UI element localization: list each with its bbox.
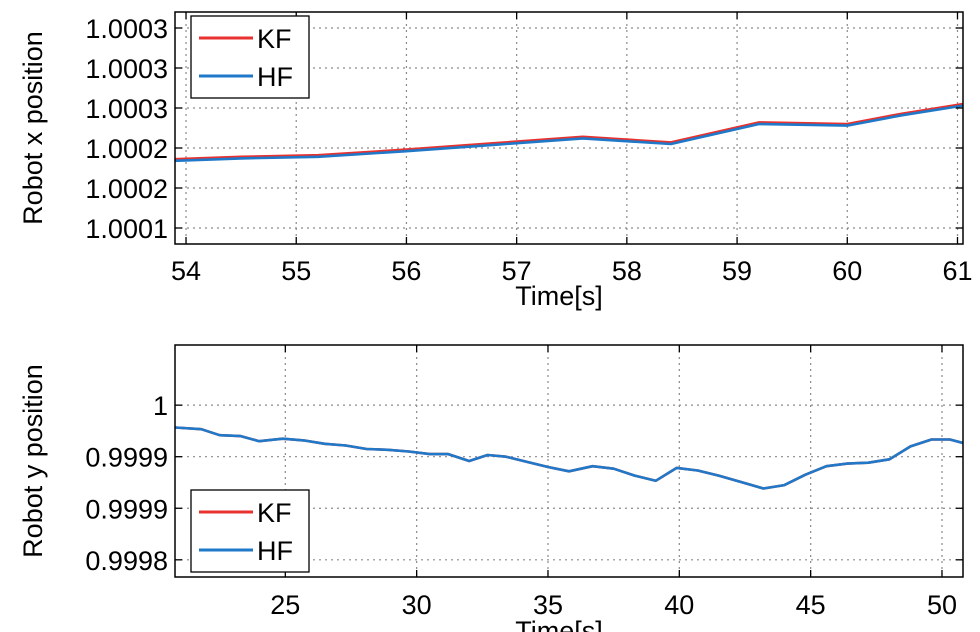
y-axis-label: Robot x position <box>18 31 48 225</box>
x-tick-label: 50 <box>927 590 957 620</box>
y-tick-label: 0.9998 <box>85 546 168 576</box>
y-tick-label: 1.0002 <box>85 134 168 164</box>
x-axis-label: Time[s] <box>515 281 603 311</box>
x-tick-label: 57 <box>502 256 532 286</box>
plot-frame <box>174 11 964 245</box>
y-tick-label: 1.0003 <box>85 94 168 124</box>
y-tick-label: 1 <box>153 391 168 421</box>
plot-frame <box>174 344 964 578</box>
x-tick-label: 40 <box>664 590 694 620</box>
legend-label-kf: KF <box>257 498 292 528</box>
y-axis-label: Robot y position <box>18 364 48 558</box>
legend-label-hf: HF <box>257 536 293 566</box>
legend-box <box>190 15 310 99</box>
x-tick-label: 60 <box>832 256 862 286</box>
y-tick-label: 1.0003 <box>85 54 168 84</box>
legend-box <box>190 489 310 573</box>
x-tick-label: 61 <box>942 256 972 286</box>
x-tick-label: 35 <box>533 590 563 620</box>
x-tick-label: 25 <box>270 590 300 620</box>
y-tick-label: 0.9999 <box>85 494 168 524</box>
x-tick-label: 54 <box>171 256 201 286</box>
x-axis-label: Time[s] <box>515 616 603 632</box>
y-tick-label: 1.0001 <box>85 214 168 244</box>
y-tick-label: 1.0002 <box>85 174 168 204</box>
series-line-kf <box>175 426 963 490</box>
x-tick-label: 56 <box>391 256 421 286</box>
x-tick-label: 30 <box>402 590 432 620</box>
legend-label-hf: HF <box>257 62 293 92</box>
legend: KF HF <box>190 489 310 573</box>
series-line-hf <box>175 104 963 163</box>
series-line-hf <box>175 426 963 490</box>
y-tick-label: 0.9999 <box>85 443 168 473</box>
x-tick-label: 45 <box>796 590 826 620</box>
x-tick-label: 55 <box>281 256 311 286</box>
legend-label-kf: KF <box>257 24 292 54</box>
x-tick-label: 58 <box>612 256 642 286</box>
chart-2: 25 30 35 40 45 50 0.9998 0.9999 0.9999 1 Time[s] Ro… <box>18 344 964 632</box>
legend: KF HF <box>190 15 310 99</box>
chart-1: 54 55 56 57 58 59 60 61 1.0001 1.0002 1.0002 1.0003… <box>18 11 973 311</box>
y-tick-label: 1.0003 <box>85 14 168 44</box>
x-tick-label: 59 <box>722 256 752 286</box>
series-line-kf <box>175 102 963 161</box>
